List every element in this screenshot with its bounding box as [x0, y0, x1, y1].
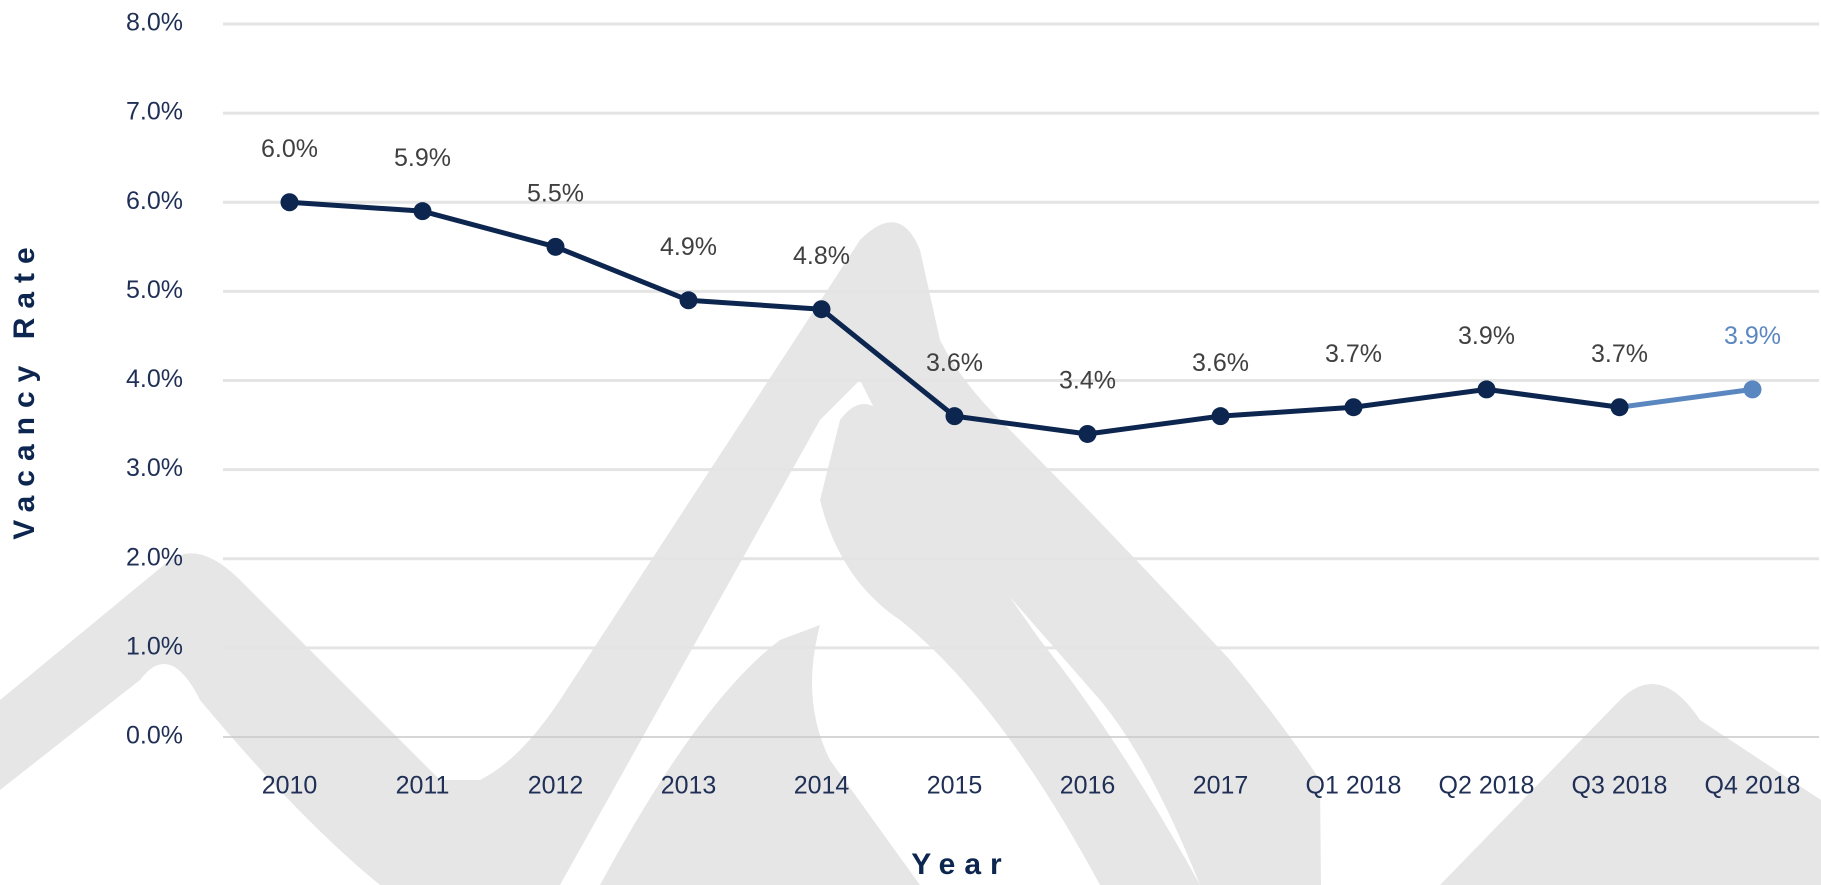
line-segment: [287, 199, 425, 214]
line-segment: [819, 306, 957, 419]
marker: [1477, 380, 1496, 399]
line-segment: [1218, 404, 1356, 419]
data-label: 3.6%: [926, 349, 983, 377]
x-tick-label: Q3 2018: [1572, 772, 1668, 800]
y-tick-label: 8.0%: [126, 9, 183, 37]
data-label: 5.9%: [394, 144, 451, 172]
y-tick-label: 2.0%: [126, 543, 183, 571]
y-tick-label: 3.0%: [126, 454, 183, 482]
marker: [1078, 424, 1097, 443]
x-tick-label: Q2 2018: [1439, 772, 1535, 800]
watermark: [0, 222, 1821, 885]
marker: [1610, 398, 1629, 417]
marker: [546, 237, 565, 256]
data-label: 3.4%: [1059, 367, 1116, 395]
data-label: 4.8%: [793, 242, 850, 270]
data-label: 3.7%: [1591, 340, 1648, 368]
line-segment: [420, 208, 558, 250]
data-label: 4.9%: [660, 233, 717, 261]
line-segment: [686, 297, 824, 312]
line-segment: [1484, 386, 1622, 410]
data-label: 5.5%: [527, 179, 584, 207]
x-tick-label: Q4 2018: [1705, 772, 1801, 800]
x-tick-label: 2012: [528, 772, 584, 800]
marker: [1211, 407, 1230, 426]
data-label: 3.7%: [1325, 340, 1382, 368]
x-axis-title: Year: [911, 848, 1010, 881]
data-label: 3.9%: [1724, 322, 1781, 350]
marker: [1743, 380, 1762, 399]
x-tick-label: 2015: [927, 772, 983, 800]
line-segment: [1085, 413, 1223, 437]
y-tick-label: 1.0%: [126, 632, 183, 660]
x-tick-label: 2016: [1060, 772, 1116, 800]
data-label: 3.6%: [1192, 349, 1249, 377]
line-segment: [952, 413, 1090, 437]
x-tick-label: 2014: [794, 772, 850, 800]
x-tick-label: 2017: [1193, 772, 1249, 800]
line-segment: [553, 244, 691, 303]
x-tick-label: Q1 2018: [1306, 772, 1402, 800]
y-tick-label: 6.0%: [126, 187, 183, 215]
x-tick-label: 2013: [661, 772, 717, 800]
x-tick-label: 2010: [262, 772, 318, 800]
y-tick-label: 4.0%: [126, 365, 183, 393]
marker: [413, 202, 432, 221]
marker: [945, 407, 964, 426]
line-segment: [1351, 386, 1489, 410]
marker: [280, 193, 299, 212]
y-tick-label: 7.0%: [126, 98, 183, 126]
line-segment: [1617, 386, 1755, 410]
marker: [679, 291, 698, 310]
x-tick-label: 2011: [396, 772, 450, 800]
y-tick-label: 0.0%: [126, 722, 183, 750]
data-label: 6.0%: [261, 135, 318, 163]
y-axis-title: Vacancy Rate: [8, 238, 41, 539]
data-label: 3.9%: [1458, 322, 1515, 350]
marker: [812, 300, 831, 319]
marker: [1344, 398, 1363, 417]
y-tick-label: 5.0%: [126, 276, 183, 304]
